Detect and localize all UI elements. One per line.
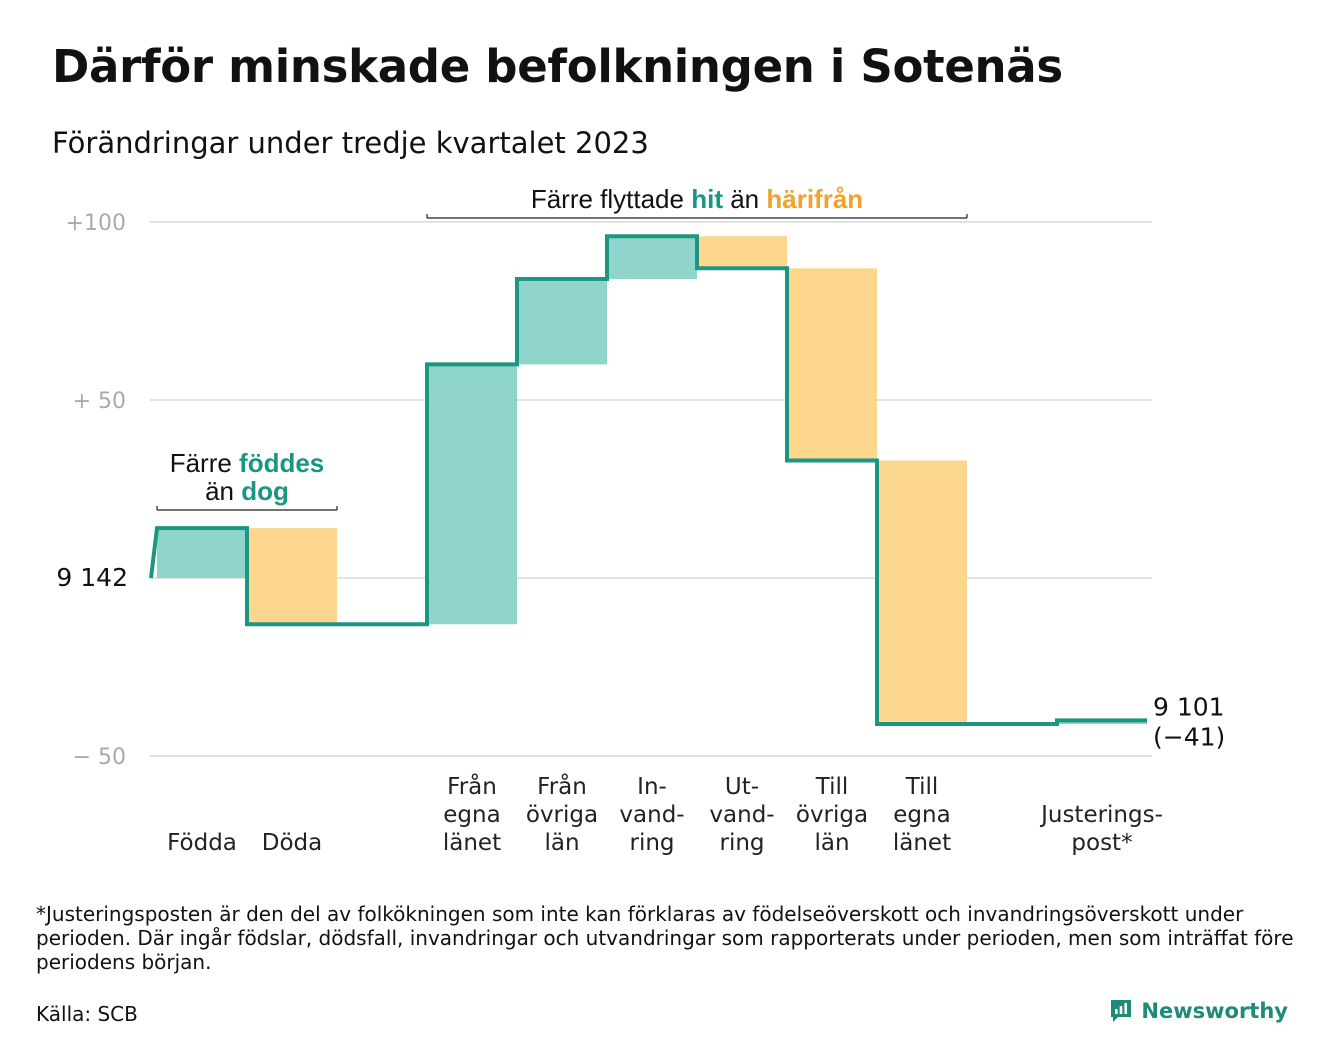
end-value-label: 9 101 — [1153, 692, 1225, 721]
y-tick-labels: +100 + 50 9 142 − 50 — [56, 211, 128, 770]
waterfall-bar — [697, 236, 787, 269]
chart-title: Därför minskade befolkningen i Sotenäs — [52, 40, 1063, 93]
category-label: övriga — [526, 802, 598, 828]
annotation-segment: hit — [691, 184, 723, 214]
waterfall-bar — [247, 528, 337, 625]
category-label: Från — [537, 772, 587, 800]
category-label: länet — [443, 830, 501, 856]
y-tick-label: − 50 — [73, 745, 126, 770]
newsworthy-logo-icon — [1109, 998, 1133, 1024]
category-label: Till — [815, 774, 849, 800]
category-label: län — [544, 830, 579, 856]
level-line — [149, 234, 1147, 726]
category-label: län — [814, 830, 849, 856]
annotation-segment: Färre — [170, 448, 239, 478]
category-label: Från — [447, 772, 497, 800]
waterfall-bar — [157, 528, 247, 578]
category-label: Justerings- — [1039, 802, 1163, 828]
bars — [157, 236, 1147, 724]
baseline-label: 9 142 — [56, 563, 128, 592]
annotation-segment: Färre flyttade — [531, 184, 691, 214]
category-label: egna — [443, 802, 500, 828]
category-label: ring — [719, 830, 764, 856]
annotation-text: Färre föddes — [170, 448, 325, 478]
source: Källa: SCB — [36, 1002, 138, 1026]
category-label: ring — [629, 830, 674, 856]
category-labels: Födda DödaFrånegnalänetFrånövrigalänIn-va… — [167, 772, 1163, 856]
gridlines — [150, 221, 1152, 757]
annotation-segment: dog — [241, 476, 289, 506]
chart-subtitle: Förändringar under tredje kvartalet 2023 — [52, 126, 649, 160]
category-label: vand- — [619, 802, 684, 828]
annotation-text: Färre flyttade hit än härifrån — [531, 184, 863, 214]
category-label: post* — [1071, 830, 1132, 856]
category-label: Födda — [167, 830, 237, 856]
level-line — [149, 234, 1147, 726]
brand-name: Newsworthy — [1141, 999, 1288, 1023]
end-value-label: (−41) — [1153, 722, 1225, 751]
waterfall-bar — [517, 278, 607, 365]
category-label: övriga — [796, 802, 868, 828]
y-tick-label: + 50 — [73, 389, 126, 414]
brand: Newsworthy — [1109, 998, 1288, 1024]
category-label: Döda — [262, 830, 322, 856]
annotation-segment: härifrån — [766, 184, 863, 214]
annotation-segment: än — [205, 476, 241, 506]
y-tick-label: +100 — [66, 211, 126, 236]
waterfall-bar — [877, 460, 967, 724]
end-value-label: 9 101(−41) — [1153, 692, 1225, 751]
category-label: Till — [905, 774, 939, 800]
footnote: *Justeringsposten är den del av folkökni… — [36, 902, 1294, 974]
category-label: vand- — [709, 802, 774, 828]
annotation-text: än dog — [205, 476, 289, 506]
waterfall-bar — [787, 268, 877, 461]
category-label: egna — [893, 802, 950, 828]
annotation-segment: än — [723, 184, 766, 214]
category-label: In- — [637, 774, 667, 800]
waterfall-bar — [427, 364, 517, 625]
waterfall-bar — [607, 236, 697, 279]
category-label: länet — [893, 830, 951, 856]
category-label: Ut- — [725, 774, 759, 800]
annotation-segment: föddes — [239, 448, 324, 478]
